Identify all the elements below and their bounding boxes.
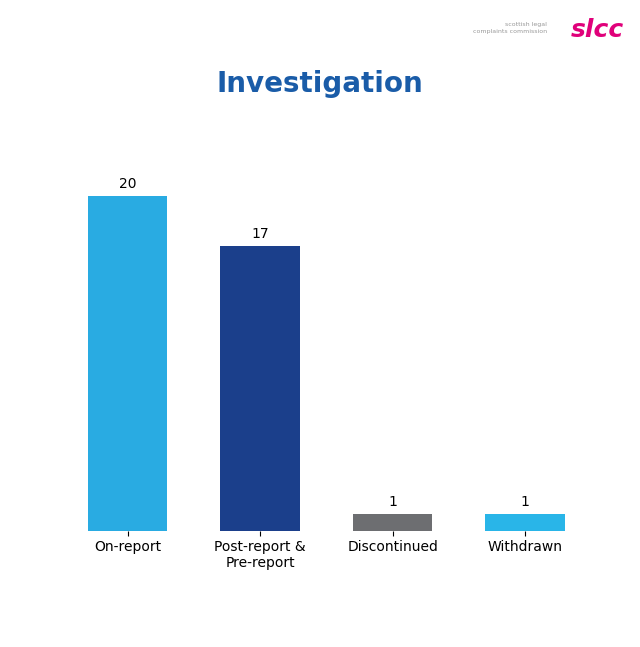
Text: scottish legal
complaints commission: scottish legal complaints commission [473, 22, 547, 34]
Text: slcc: slcc [571, 18, 624, 42]
Bar [88, 196, 168, 531]
Text: 1: 1 [388, 495, 397, 509]
Text: Investigation: Investigation [216, 70, 424, 98]
Text: 1: 1 [521, 495, 530, 509]
Bar [485, 514, 565, 531]
Bar [353, 514, 433, 531]
Bar [220, 247, 300, 531]
Text: 17: 17 [252, 227, 269, 241]
Text: 20: 20 [119, 177, 136, 192]
